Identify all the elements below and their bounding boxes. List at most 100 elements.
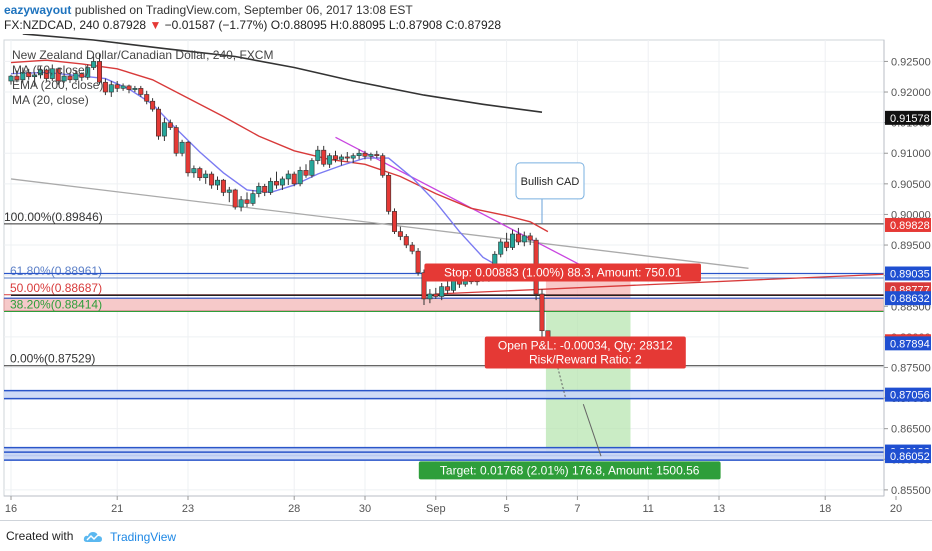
candle (309, 158, 315, 178)
time-tick-label: 23 (182, 503, 194, 515)
candle-body (368, 154, 374, 157)
price-tag: 0.89828 (890, 220, 930, 232)
candle-body (144, 94, 150, 102)
legend-ma50[interactable]: MA (50, close) (12, 63, 89, 77)
candle (55, 67, 61, 85)
candle (120, 83, 126, 91)
candle (374, 150, 380, 159)
candle-body (14, 75, 20, 81)
legend-ma20[interactable]: MA (20, close) (12, 93, 89, 107)
legend-ema200[interactable]: EMA (200, close) (12, 78, 104, 92)
candle (321, 145, 327, 167)
fib-label: 0.00%(0.87529) (10, 352, 95, 366)
candle-body (421, 272, 427, 300)
support-band (4, 452, 884, 461)
candle-body (350, 155, 356, 159)
falling-grey-trendline (10, 178, 749, 269)
callout-text: Bullish CAD (521, 176, 580, 188)
ema200-line (22, 33, 543, 113)
candle-body (37, 69, 43, 76)
callout-box (515, 162, 585, 200)
take-profit-zone (545, 298, 631, 452)
candle-body (509, 233, 515, 248)
change-down-icon: ▼ (149, 18, 162, 32)
candle-body (156, 108, 162, 137)
footer-bar: Created with TradingView (0, 520, 932, 551)
candle-body (244, 199, 250, 204)
candle-body (450, 280, 456, 291)
time-tick-label: 20 (890, 503, 902, 515)
candle (79, 72, 85, 82)
candle (380, 153, 386, 178)
candle (338, 154, 344, 166)
candle-body (268, 181, 274, 193)
candle-body (26, 72, 32, 78)
candle-body (391, 211, 397, 232)
author-link[interactable]: eazywayout (4, 3, 72, 17)
candle (150, 98, 156, 112)
publish-info: published on TradingView.com, September … (74, 3, 413, 17)
candle (215, 176, 221, 190)
candle-body (20, 72, 26, 81)
candle-body (191, 168, 197, 174)
candle-body (179, 141, 185, 154)
candle-body (403, 236, 409, 246)
candle (49, 64, 55, 82)
candle (344, 152, 350, 162)
tradingview-brand[interactable]: TradingView (110, 529, 177, 544)
candle (8, 74, 14, 85)
candle-body (427, 293, 433, 300)
candle (409, 241, 415, 255)
price-tag-bg (885, 217, 931, 232)
stop-label-bg (424, 263, 701, 282)
candle-body (102, 81, 108, 93)
candle (138, 85, 144, 97)
price-axis: 0.925000.920000.915000.910000.905000.900… (883, 40, 932, 497)
created-with-label: Created with (6, 529, 74, 543)
time-tick-label: 13 (713, 503, 725, 515)
candle (67, 72, 73, 83)
candle (167, 119, 173, 130)
price-tick-label: 0.92500 (891, 56, 931, 68)
candle-body (226, 189, 232, 193)
candle-body (91, 61, 97, 68)
candle (191, 165, 197, 178)
candle-body (279, 178, 285, 186)
pnl-label-bg (484, 336, 686, 369)
target-label: Target: 0.01768 (2.01%) 176.8, Amount: 1… (418, 461, 721, 480)
candle (527, 232, 533, 246)
candle-body (203, 173, 209, 179)
candle-body (67, 75, 73, 81)
open-value: O:0.88095 (270, 18, 327, 32)
price-tag: 0.87894 (890, 338, 930, 350)
candle-body (332, 155, 338, 160)
candle-body (344, 156, 350, 159)
time-axis: 16 21 23 28 30 Sep 5 7 11 13 18 20 (4, 495, 902, 515)
price-tag-bg (885, 387, 931, 402)
support-bands (4, 389, 884, 461)
candle (108, 81, 114, 97)
candle (126, 84, 132, 94)
price-tick-label: 0.91000 (891, 148, 931, 160)
price-tag: 0.91578 (890, 113, 930, 125)
candle-body (209, 173, 215, 186)
candle (43, 68, 49, 82)
candle-body (415, 250, 421, 273)
candle-body (386, 174, 392, 212)
candle-body (126, 85, 132, 90)
price-tick-label: 0.87500 (891, 362, 931, 374)
candle (256, 182, 262, 198)
candle-body (32, 74, 38, 78)
candle (250, 189, 256, 206)
candle (427, 289, 433, 304)
candle-body (114, 84, 120, 89)
pnl-label-text: Risk/Reward Ratio: 2 (529, 353, 642, 367)
low-value: L:0.87908 (388, 18, 443, 32)
candle (244, 192, 250, 208)
candle (521, 231, 527, 247)
candle (226, 186, 232, 203)
ohlc-line: FX:NZDCAD, 240 0.87928 ▼ −0.01587 (−1.77… (4, 18, 501, 32)
candle-body (197, 168, 203, 179)
price-chart[interactable]: 100.00%(0.89846)61.80%(0.88961)50.00%(0.… (0, 0, 932, 520)
candle (303, 164, 309, 178)
